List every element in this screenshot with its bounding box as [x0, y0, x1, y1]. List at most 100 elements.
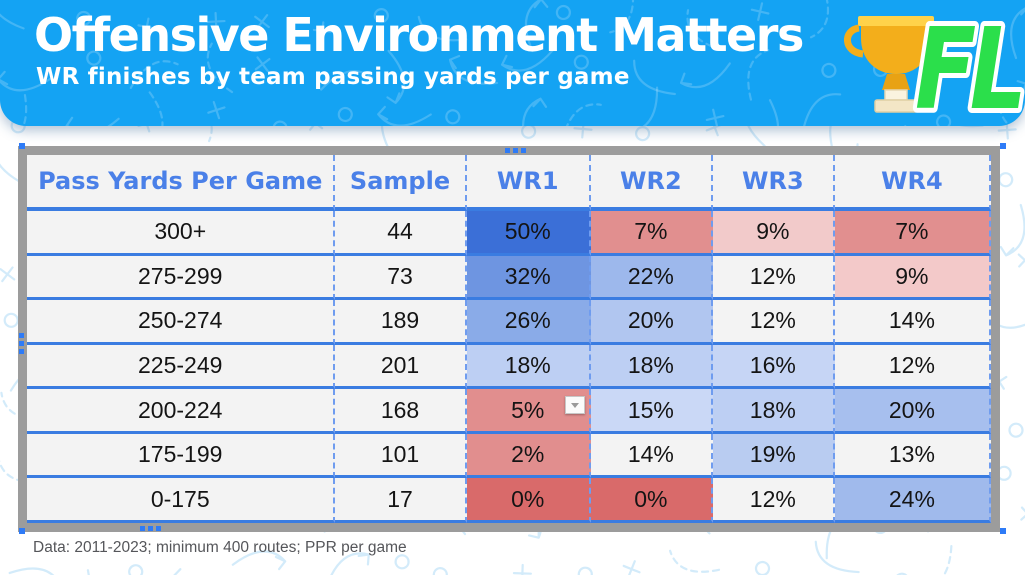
cell-value: 12%: [888, 351, 935, 378]
wr1-value-cell: 0%: [466, 478, 591, 523]
data-source-note: Data: 2011-2023; minimum 400 routes; PPR…: [33, 539, 407, 556]
range-cell: 175-199: [27, 433, 336, 479]
stats-table: Pass Yards Per Game Sample WR1 WR2 WR3 WR4 300…: [27, 155, 991, 523]
cell-value: 18%: [504, 351, 551, 378]
cell-value: 5%: [511, 396, 545, 423]
sample-cell: 168: [335, 389, 467, 434]
wr3-value-cell: 18%: [712, 389, 835, 434]
cell-value: 16%: [749, 351, 796, 378]
range-cell: 200-224: [27, 389, 336, 434]
cell-value: 9%: [895, 262, 929, 289]
header-banner: Offensive Environment Matters WR finishe…: [0, 0, 1025, 126]
wr1-value-cell: 26%: [466, 300, 591, 345]
cell-value: 18%: [749, 396, 796, 423]
range-cell: 225-249: [27, 344, 336, 390]
column-header-wr2: WR2: [590, 155, 713, 211]
fantasy-life-logo: FL: [844, 0, 1025, 126]
wr1-value-cell: 50%: [466, 211, 591, 256]
page-title: Offensive Environment Matters: [34, 8, 804, 62]
cell-value: 7%: [634, 218, 668, 245]
sample-cell: 17: [335, 478, 467, 523]
wr2-value-cell: 0%: [590, 478, 713, 523]
cell-value: 19%: [749, 441, 796, 468]
cell-value: 7%: [895, 218, 929, 245]
wr3-value-cell: 12%: [712, 478, 835, 523]
selection-handle-top-right[interactable]: [1000, 143, 1006, 149]
wr3-value-cell: 9%: [712, 211, 835, 256]
wr4-value-cell: 9%: [834, 255, 991, 301]
selection-handle-bottom-left[interactable]: [19, 528, 25, 534]
wr4-value-cell: 14%: [834, 300, 991, 345]
wr1-value-cell: 18%: [466, 344, 591, 390]
cell-value: 18%: [627, 351, 674, 378]
cell-value: 9%: [756, 218, 790, 245]
wr2-value-cell: 20%: [590, 300, 713, 345]
column-header-pass-yards-per-game: Pass Yards Per Game: [27, 155, 336, 211]
cell-value: 12%: [749, 485, 796, 512]
dot: [521, 148, 526, 153]
dot: [156, 526, 161, 531]
cell-value: 50%: [504, 218, 551, 245]
dot: [19, 349, 24, 354]
cell-value: 22%: [627, 262, 674, 289]
sample-cell: 44: [335, 211, 467, 256]
wr4-value-cell: 12%: [834, 344, 991, 390]
selection-handle-top-left[interactable]: [19, 143, 25, 149]
cell-value: 0%: [634, 485, 668, 512]
table-selection-frame: Pass Yards Per Game Sample WR1 WR2 WR3 WR4 300…: [18, 146, 1000, 532]
cell-value: 13%: [888, 441, 935, 468]
dot: [513, 148, 518, 153]
wr4-value-cell: 20%: [834, 389, 991, 434]
logo-letters: FL: [911, 0, 1025, 126]
wr2-value-cell: 14%: [590, 433, 713, 479]
cell-value: 12%: [749, 307, 796, 334]
sample-cell: 73: [335, 255, 467, 301]
dot: [140, 526, 145, 531]
sample-cell: 101: [335, 433, 467, 479]
cell-value: 20%: [888, 396, 935, 423]
cell-value: 12%: [749, 262, 796, 289]
range-cell: 300+: [27, 211, 336, 256]
cell-value: 32%: [504, 262, 551, 289]
column-header-wr3: WR3: [712, 155, 835, 211]
column-header-wr1: WR1: [466, 155, 591, 211]
cell-value: 14%: [888, 307, 935, 334]
column-header-wr4: WR4: [834, 155, 991, 211]
wr3-value-cell: 19%: [712, 433, 835, 479]
selection-handle-bottom-right[interactable]: [1000, 528, 1006, 534]
wr4-value-cell: 7%: [834, 211, 991, 256]
drag-handle-top-dots[interactable]: [505, 148, 526, 153]
svg-text:FL: FL: [915, 4, 1021, 126]
wr3-value-cell: 12%: [712, 255, 835, 301]
trophy-icon: [844, 16, 948, 113]
wr4-value-cell: 24%: [834, 478, 991, 523]
wr2-value-cell: 18%: [590, 344, 713, 390]
wr1-value-cell: 32%: [466, 255, 591, 301]
drag-handle-bottom-dots[interactable]: [140, 526, 161, 531]
wr3-value-cell: 12%: [712, 300, 835, 345]
triangle-down-icon: [570, 402, 579, 408]
cell-value: 20%: [627, 307, 674, 334]
dropdown-arrow-icon[interactable]: [564, 396, 585, 415]
cell-value: 15%: [627, 396, 674, 423]
wr2-value-cell: 7%: [590, 211, 713, 256]
dot: [148, 526, 153, 531]
cell-value: 0%: [511, 485, 545, 512]
column-header-sample: Sample: [335, 155, 467, 211]
drag-handle-left-dots[interactable]: [19, 333, 24, 354]
wr1-value-cell: 5%: [466, 389, 591, 434]
sample-cell: 189: [335, 300, 467, 345]
cell-value: 24%: [888, 485, 935, 512]
dot: [19, 341, 24, 346]
cell-value: 2%: [511, 441, 545, 468]
wr1-value-cell: 2%: [466, 433, 591, 479]
range-cell: 0-175: [27, 478, 336, 523]
sample-cell: 201: [335, 344, 467, 390]
cell-value: 26%: [504, 307, 551, 334]
wr3-value-cell: 16%: [712, 344, 835, 390]
wr2-value-cell: 15%: [590, 389, 713, 434]
page-subtitle: WR finishes by team passing yards per ga…: [36, 64, 630, 90]
dot: [505, 148, 510, 153]
dot: [19, 333, 24, 338]
